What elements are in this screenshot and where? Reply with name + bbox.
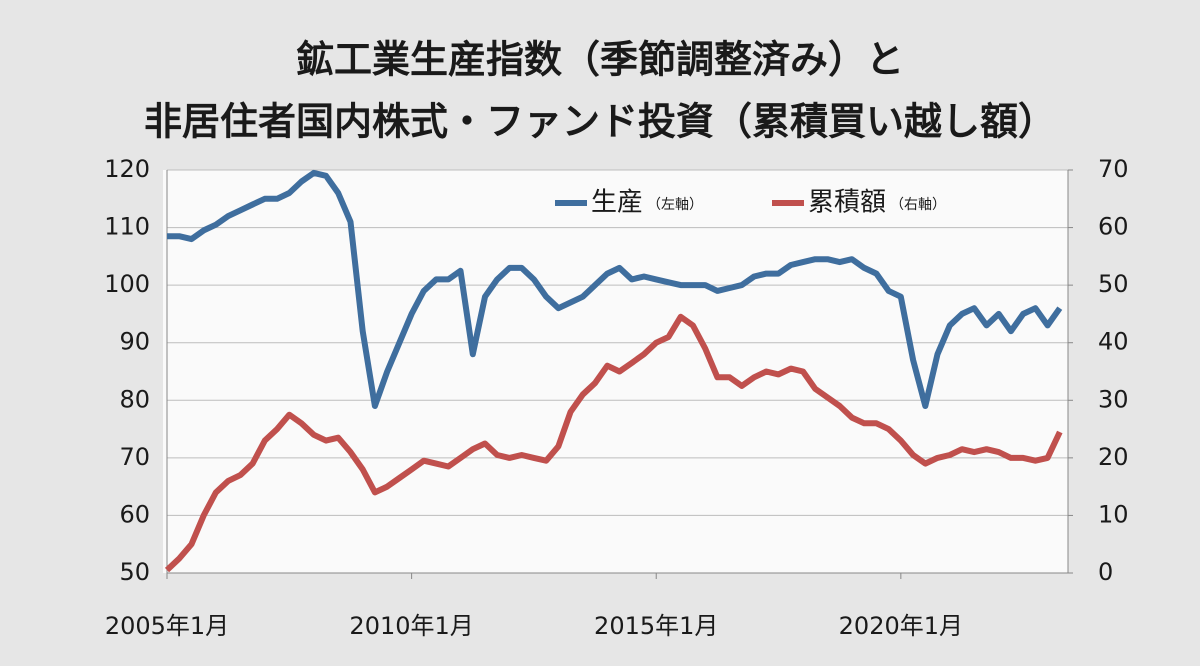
y2-tick-label: 50 — [1098, 270, 1129, 298]
y2-tick-label: 60 — [1098, 213, 1129, 241]
y-tick-label: 120 — [104, 155, 150, 183]
legend-note: （右軸） — [890, 197, 946, 213]
chart-title: 非居住者国内株式・ファンド投資（累積買い越し額） — [144, 100, 1056, 144]
y-tick-label: 60 — [119, 500, 150, 528]
y-tick-label: 90 — [119, 328, 150, 356]
y-tick-label: 70 — [119, 443, 150, 471]
legend-label: 累積額 — [808, 188, 886, 218]
y2-tick-label: 40 — [1098, 328, 1129, 356]
y2-tick-label: 70 — [1098, 155, 1129, 183]
x-tick-label: 2005年1月 — [105, 612, 229, 640]
y2-tick-label: 30 — [1098, 385, 1129, 413]
x-tick-label: 2020年1月 — [839, 612, 963, 640]
data-line — [164, 313, 1063, 573]
y2-tick-label: 10 — [1098, 500, 1129, 528]
data-line — [167, 169, 1063, 409]
legend-note: （左軸） — [647, 197, 703, 213]
y2-tick-label: 0 — [1098, 558, 1113, 586]
legend-label: 生産 — [591, 188, 643, 218]
y-tick-label: 100 — [104, 270, 150, 298]
chart-title: 鉱工業生産指数（季節調整済み）と — [296, 38, 904, 82]
x-tick-label: 2015年1月 — [594, 612, 718, 640]
y2-tick-label: 20 — [1098, 443, 1129, 471]
y-tick-label: 80 — [119, 385, 150, 413]
x-tick-label: 2010年1月 — [349, 612, 473, 640]
y-tick-label: 110 — [104, 213, 150, 241]
y-tick-label: 50 — [119, 558, 150, 586]
